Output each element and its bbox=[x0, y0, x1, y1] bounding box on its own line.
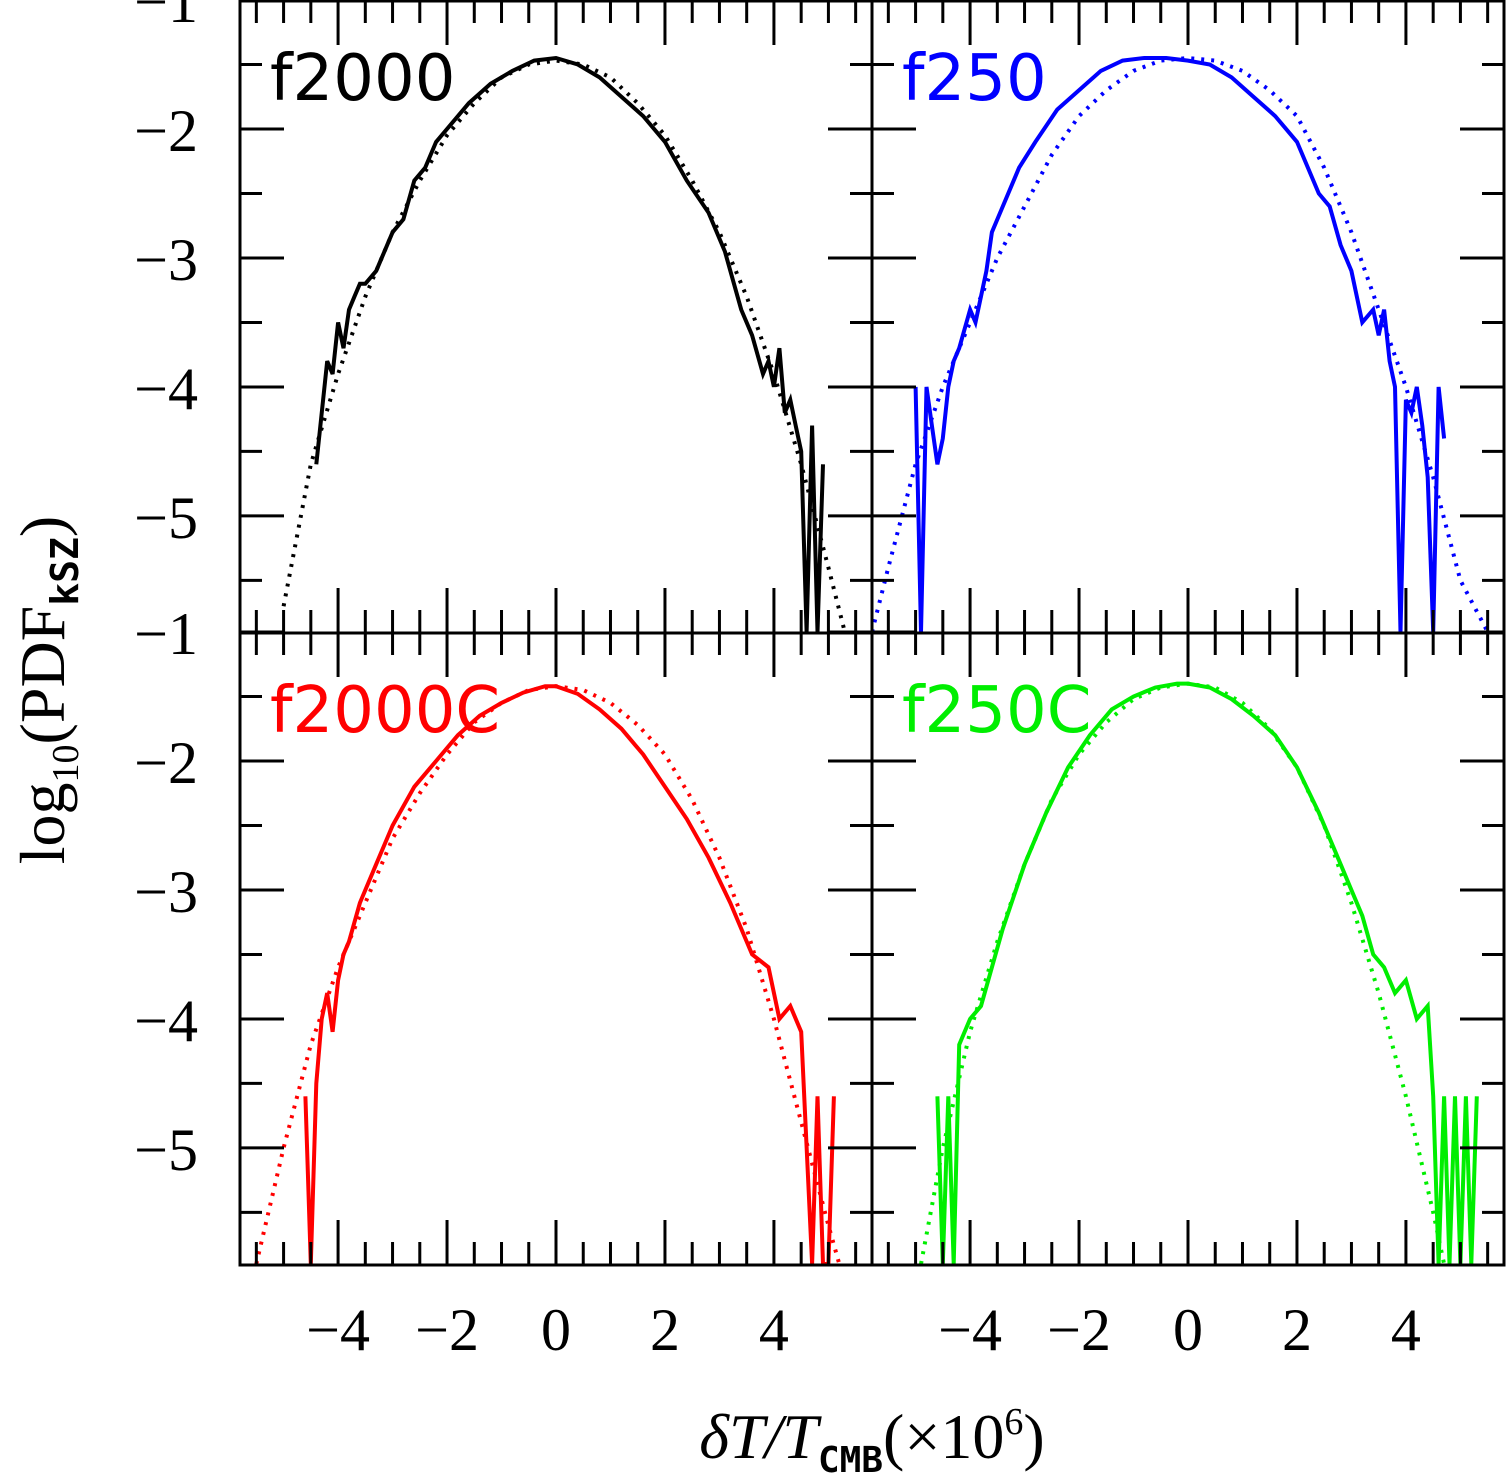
panel-top-left: −1 −2 −3 −4 −5 f2000 bbox=[134, 0, 874, 635]
panel-top-right: f250 bbox=[870, 0, 1506, 635]
x-tick-label: −2 bbox=[415, 1297, 479, 1363]
y-tick-label: −3 bbox=[134, 859, 198, 925]
x-tick-label: −2 bbox=[1047, 1297, 1111, 1363]
y-tick-label: −1 bbox=[134, 0, 198, 35]
panel-label: f250C bbox=[902, 674, 1091, 748]
series-line-solid-bottom-left bbox=[303, 684, 836, 1264]
y-tick-label: −5 bbox=[134, 1117, 198, 1183]
y-title-sub: 10 bbox=[45, 744, 87, 782]
x-title-tail: (×10 bbox=[883, 1401, 1004, 1472]
y-tick-label: −2 bbox=[134, 730, 198, 796]
panel-bottom-left: −1 −2 −3 −4 −5 −4 −2 0 2 4 f2000C bbox=[134, 601, 874, 1363]
panel-label: f2000 bbox=[270, 42, 455, 116]
series-line-solid-top-left bbox=[314, 55, 825, 632]
y-title-sub2: kSZ bbox=[43, 537, 87, 606]
x-title-sup: 6 bbox=[1004, 1401, 1023, 1443]
panel-label: f250 bbox=[902, 42, 1047, 116]
panels-group: −1 −2 −3 −4 −5 f2000 f250 −1 −2 −3 −4 −5 −4 −2 0 2 4 f200… bbox=[134, 0, 1506, 1363]
y-tick-label: −5 bbox=[134, 485, 198, 551]
x-tick-label: 4 bbox=[1391, 1297, 1421, 1363]
series-line-dotted-top-left bbox=[281, 58, 847, 632]
series-line-solid-bottom-right bbox=[935, 681, 1479, 1264]
series-line-solid-top-right bbox=[913, 56, 1447, 632]
y-tick-label: −2 bbox=[134, 98, 198, 164]
y-title-close: ) bbox=[7, 516, 78, 537]
x-tick-label: 2 bbox=[650, 1297, 680, 1363]
x-title-sub: CMB bbox=[818, 1440, 883, 1481]
x-title-close: ) bbox=[1023, 1401, 1044, 1472]
x-tick-label: 2 bbox=[1282, 1297, 1312, 1363]
y-axis-title: log10(PDFkSZ) bbox=[7, 516, 87, 864]
series-line-dotted-bottom-right bbox=[919, 681, 1447, 1264]
series-line-dotted-top-right bbox=[872, 55, 1490, 632]
x-tick-label: 4 bbox=[759, 1297, 789, 1363]
x-tick-label: −4 bbox=[306, 1297, 370, 1363]
y-tick-label: −4 bbox=[134, 356, 198, 422]
x-tick-label: −4 bbox=[938, 1297, 1002, 1363]
y-title-open: (PDF bbox=[7, 606, 78, 745]
x-axis-title: δT/TCMB(×106) bbox=[699, 1401, 1044, 1481]
x-tick-label: 0 bbox=[1173, 1297, 1203, 1363]
x-title-main: δT/T bbox=[699, 1401, 822, 1472]
x-tick-label: 0 bbox=[541, 1297, 571, 1363]
panel-label: f2000C bbox=[270, 674, 500, 748]
y-title-main: log bbox=[7, 782, 78, 864]
y-tick-label: −3 bbox=[134, 227, 198, 293]
series-line-dotted-bottom-left bbox=[254, 684, 842, 1264]
panel-bottom-right: −4 −2 0 2 4 f250C bbox=[870, 630, 1506, 1363]
y-tick-label: −4 bbox=[134, 988, 198, 1054]
y-tick-label: −1 bbox=[134, 601, 198, 667]
